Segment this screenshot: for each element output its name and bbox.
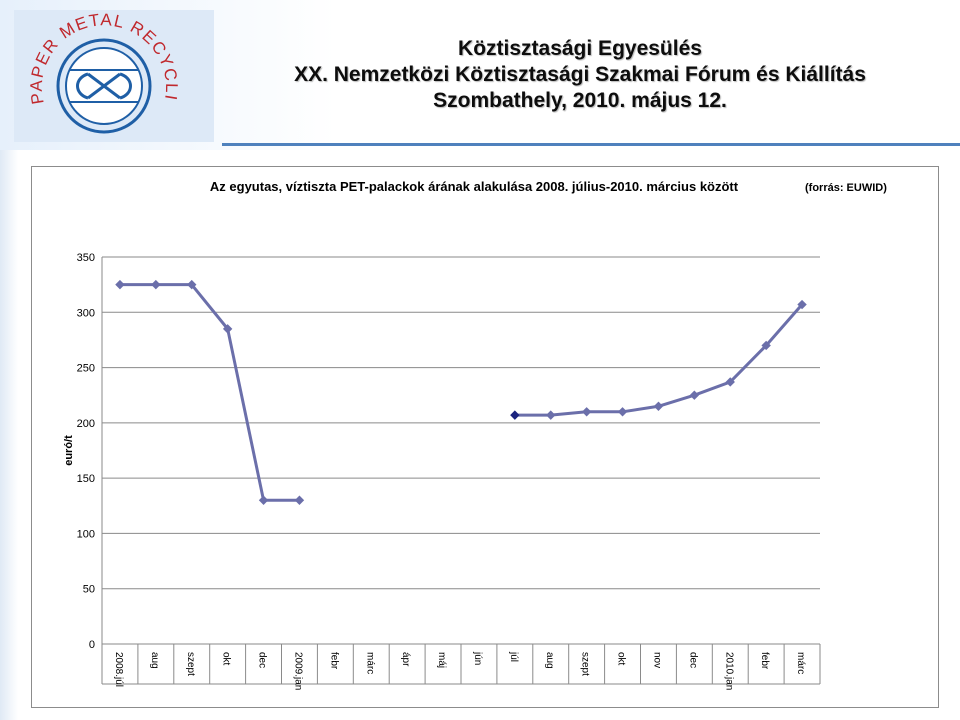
x-tick-label: aug bbox=[544, 652, 555, 669]
title-line-date: Szombathely, 2010. május 12. bbox=[433, 89, 727, 112]
data-point bbox=[294, 495, 305, 505]
x-tick-label: júl bbox=[508, 651, 519, 662]
x-tick-label: nov bbox=[651, 652, 662, 668]
y-axis-label: euró/t bbox=[63, 435, 75, 466]
data-point bbox=[510, 410, 520, 420]
data-point bbox=[115, 279, 125, 290]
x-tick-label: máj bbox=[436, 652, 447, 668]
y-tick-label: 200 bbox=[77, 418, 95, 430]
data-point bbox=[797, 299, 807, 310]
x-tick-label: febr bbox=[759, 652, 770, 670]
data-point bbox=[187, 279, 197, 290]
series-line bbox=[514, 303, 804, 417]
slide-edge-shadow bbox=[0, 150, 18, 720]
logo-outer-ring bbox=[56, 38, 152, 134]
x-tick-label: febr bbox=[328, 652, 339, 670]
chart-frame: Az egyutas, víztiszta PET-palackok árána… bbox=[31, 166, 939, 708]
x-tick-label: okt bbox=[221, 652, 232, 666]
chart-source-note: (forrás: EUWID) bbox=[805, 182, 887, 194]
y-tick-label: 150 bbox=[77, 473, 95, 485]
x-tick-label: dec bbox=[687, 652, 698, 668]
x-tick-label: 2010.jan bbox=[723, 652, 734, 690]
data-point bbox=[151, 279, 161, 290]
y-tick-label: 250 bbox=[77, 363, 95, 375]
title-line-event: XX. Nemzetközi Köztisztasági Szakmai Fór… bbox=[294, 63, 866, 86]
data-point bbox=[258, 495, 269, 505]
x-tick-label: márc bbox=[795, 652, 806, 674]
recycling-logo: PAPER METAL RECYCLING bbox=[14, 8, 180, 134]
price-line-chart: Az egyutas, víztiszta PET-palackok árána… bbox=[63, 179, 887, 690]
x-tick-label: 2009.jan bbox=[292, 652, 303, 690]
x-tick-label: dec bbox=[257, 652, 268, 668]
y-tick-label: 350 bbox=[77, 252, 95, 264]
data-point bbox=[653, 401, 664, 411]
x-tick-label: márc bbox=[364, 652, 375, 674]
data-point bbox=[617, 407, 628, 417]
y-tick-label: 0 bbox=[89, 639, 95, 651]
x-tick-label: aug bbox=[149, 652, 160, 669]
title-line-organization: Köztisztasági Egyesülés bbox=[458, 37, 702, 60]
data-point bbox=[222, 324, 233, 334]
data-point bbox=[546, 410, 556, 420]
header-divider bbox=[222, 143, 960, 146]
chart-title: Az egyutas, víztiszta PET-palackok árána… bbox=[210, 179, 739, 194]
x-tick-label: ápr bbox=[400, 652, 411, 667]
y-tick-label: 100 bbox=[77, 528, 95, 540]
logo-recycle-symbol bbox=[76, 72, 132, 100]
data-point bbox=[581, 407, 592, 417]
slide-title-block: Köztisztasági Egyesülés XX. Nemzetközi K… bbox=[230, 36, 930, 114]
x-tick-label: okt bbox=[616, 652, 627, 666]
x-tick-label: 2008.júl bbox=[113, 652, 124, 687]
data-point bbox=[689, 390, 700, 400]
x-tick-label: szept bbox=[580, 652, 591, 676]
x-tick-label: jún bbox=[472, 651, 483, 665]
data-point bbox=[761, 340, 771, 351]
y-tick-label: 50 bbox=[83, 584, 95, 596]
data-point bbox=[725, 377, 735, 387]
slide-header: PAPER METAL RECYCLING Köztisztasági Egye… bbox=[0, 0, 960, 150]
y-tick-label: 300 bbox=[77, 307, 95, 319]
series-line bbox=[119, 283, 300, 502]
x-tick-label: szept bbox=[185, 652, 196, 676]
